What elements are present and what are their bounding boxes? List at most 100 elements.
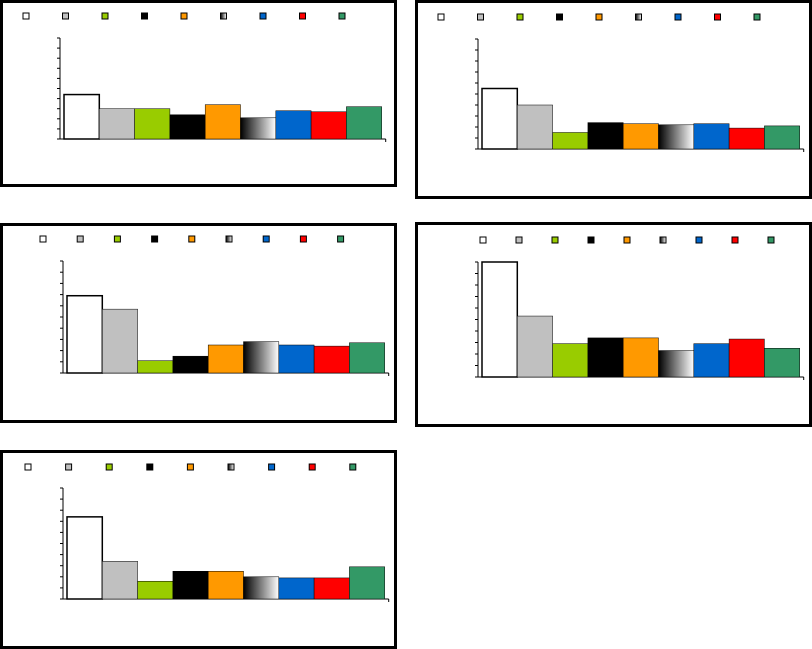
legend-swatch-white [39, 235, 47, 243]
bar-gradient [658, 350, 695, 378]
legend-swatch-orange [180, 12, 188, 20]
bar-orange [207, 571, 244, 600]
bar-white [66, 294, 104, 374]
legend-swatch-yellow_green [516, 13, 524, 21]
bar-gradient [243, 341, 280, 374]
bar-yellow_green [134, 108, 171, 140]
legend [39, 235, 345, 243]
bar-yellow_green [552, 343, 589, 378]
legend-swatch-gradient [635, 13, 642, 21]
bar-orange [622, 337, 659, 378]
legend-swatch-orange [188, 235, 196, 243]
legend-swatch-black [556, 13, 563, 21]
legend [22, 12, 346, 20]
bar-gradient [240, 117, 277, 140]
chart-svg-5 [24, 463, 390, 602]
chart-svg-3 [39, 235, 390, 376]
legend-swatch-silver [76, 235, 84, 243]
legend-swatch-black [151, 235, 159, 243]
bar-black [169, 114, 206, 140]
bar-blue [693, 343, 730, 378]
bar-silver [102, 308, 138, 374]
legend-swatch-blue [262, 235, 270, 243]
legend-swatch-red [714, 13, 721, 21]
bar-yellow_green [137, 360, 174, 374]
chart-svg-4 [475, 236, 805, 380]
legend-swatch-white [437, 13, 445, 21]
bar-green [349, 566, 385, 600]
legend-swatch-white [22, 12, 30, 20]
bar-gradient [243, 576, 280, 600]
chart-panel-2 [415, 0, 812, 199]
legend-swatch-gradient [220, 12, 227, 20]
bar-red [313, 345, 350, 374]
chart-panel-5 [0, 450, 397, 649]
bar-white [63, 93, 101, 140]
legend-swatch-green [338, 12, 346, 20]
bar-black [172, 355, 209, 374]
legend-swatch-white [24, 463, 32, 471]
bar-white [66, 516, 104, 600]
legend-swatch-gradient [659, 236, 667, 244]
legend-swatch-green [753, 13, 761, 21]
bar-green [764, 348, 800, 378]
chart-svg-1 [22, 12, 387, 142]
bar-white [481, 261, 519, 378]
legend-swatch-silver [515, 236, 523, 244]
legend-swatch-blue [268, 463, 276, 471]
bar-black [587, 122, 624, 150]
bar-red [310, 111, 347, 140]
legend-swatch-white [479, 236, 487, 244]
bar-white [481, 87, 519, 150]
legend-swatch-blue [674, 13, 682, 21]
chart-svg-2 [437, 13, 805, 152]
bar-red [728, 338, 765, 378]
legend-swatch-red [299, 235, 307, 243]
legend-swatch-black [587, 236, 595, 244]
legend-swatch-silver [477, 13, 484, 21]
legend-swatch-yellow_green [101, 12, 109, 20]
legend-swatch-orange [595, 13, 603, 21]
legend [437, 13, 761, 21]
bar-silver [517, 315, 553, 378]
bar-blue [693, 123, 730, 150]
legend-swatch-black [146, 463, 154, 471]
legend-swatch-green [337, 235, 345, 243]
legend-swatch-blue [259, 12, 267, 20]
bar-silver [99, 108, 135, 140]
legend-swatch-gradient [225, 235, 233, 243]
bar-silver [517, 104, 553, 150]
legend-swatch-green [349, 463, 357, 471]
chart-panel-1 [0, 0, 397, 187]
bar-blue [278, 344, 315, 374]
bar-yellow_green [552, 132, 589, 150]
bar-gradient [658, 124, 695, 150]
legend-swatch-silver [65, 463, 73, 471]
bar-orange [204, 104, 241, 140]
bar-blue [278, 577, 315, 600]
bar-orange [207, 344, 244, 374]
bar-red [728, 127, 765, 150]
legend-swatch-yellow_green [105, 463, 113, 471]
legend-swatch-red [308, 463, 316, 471]
legend [24, 463, 357, 471]
bar-blue [275, 110, 312, 140]
bar-green [764, 125, 800, 150]
legend-swatch-black [141, 12, 148, 20]
bar-green [349, 342, 385, 374]
bar-silver [102, 561, 138, 600]
legend-swatch-orange [623, 236, 631, 244]
bar-black [172, 571, 209, 600]
legend [479, 236, 775, 244]
chart-panel-4 [415, 222, 812, 427]
bar-orange [622, 123, 659, 150]
legend-swatch-blue [695, 236, 703, 244]
legend-swatch-red [299, 12, 306, 20]
legend-swatch-yellow_green [551, 236, 559, 244]
legend-swatch-silver [62, 12, 69, 20]
bar-red [313, 577, 350, 600]
legend-swatch-red [731, 236, 739, 244]
legend-swatch-gradient [227, 463, 235, 471]
chart-panel-3 [0, 223, 397, 423]
bar-green [346, 106, 382, 140]
